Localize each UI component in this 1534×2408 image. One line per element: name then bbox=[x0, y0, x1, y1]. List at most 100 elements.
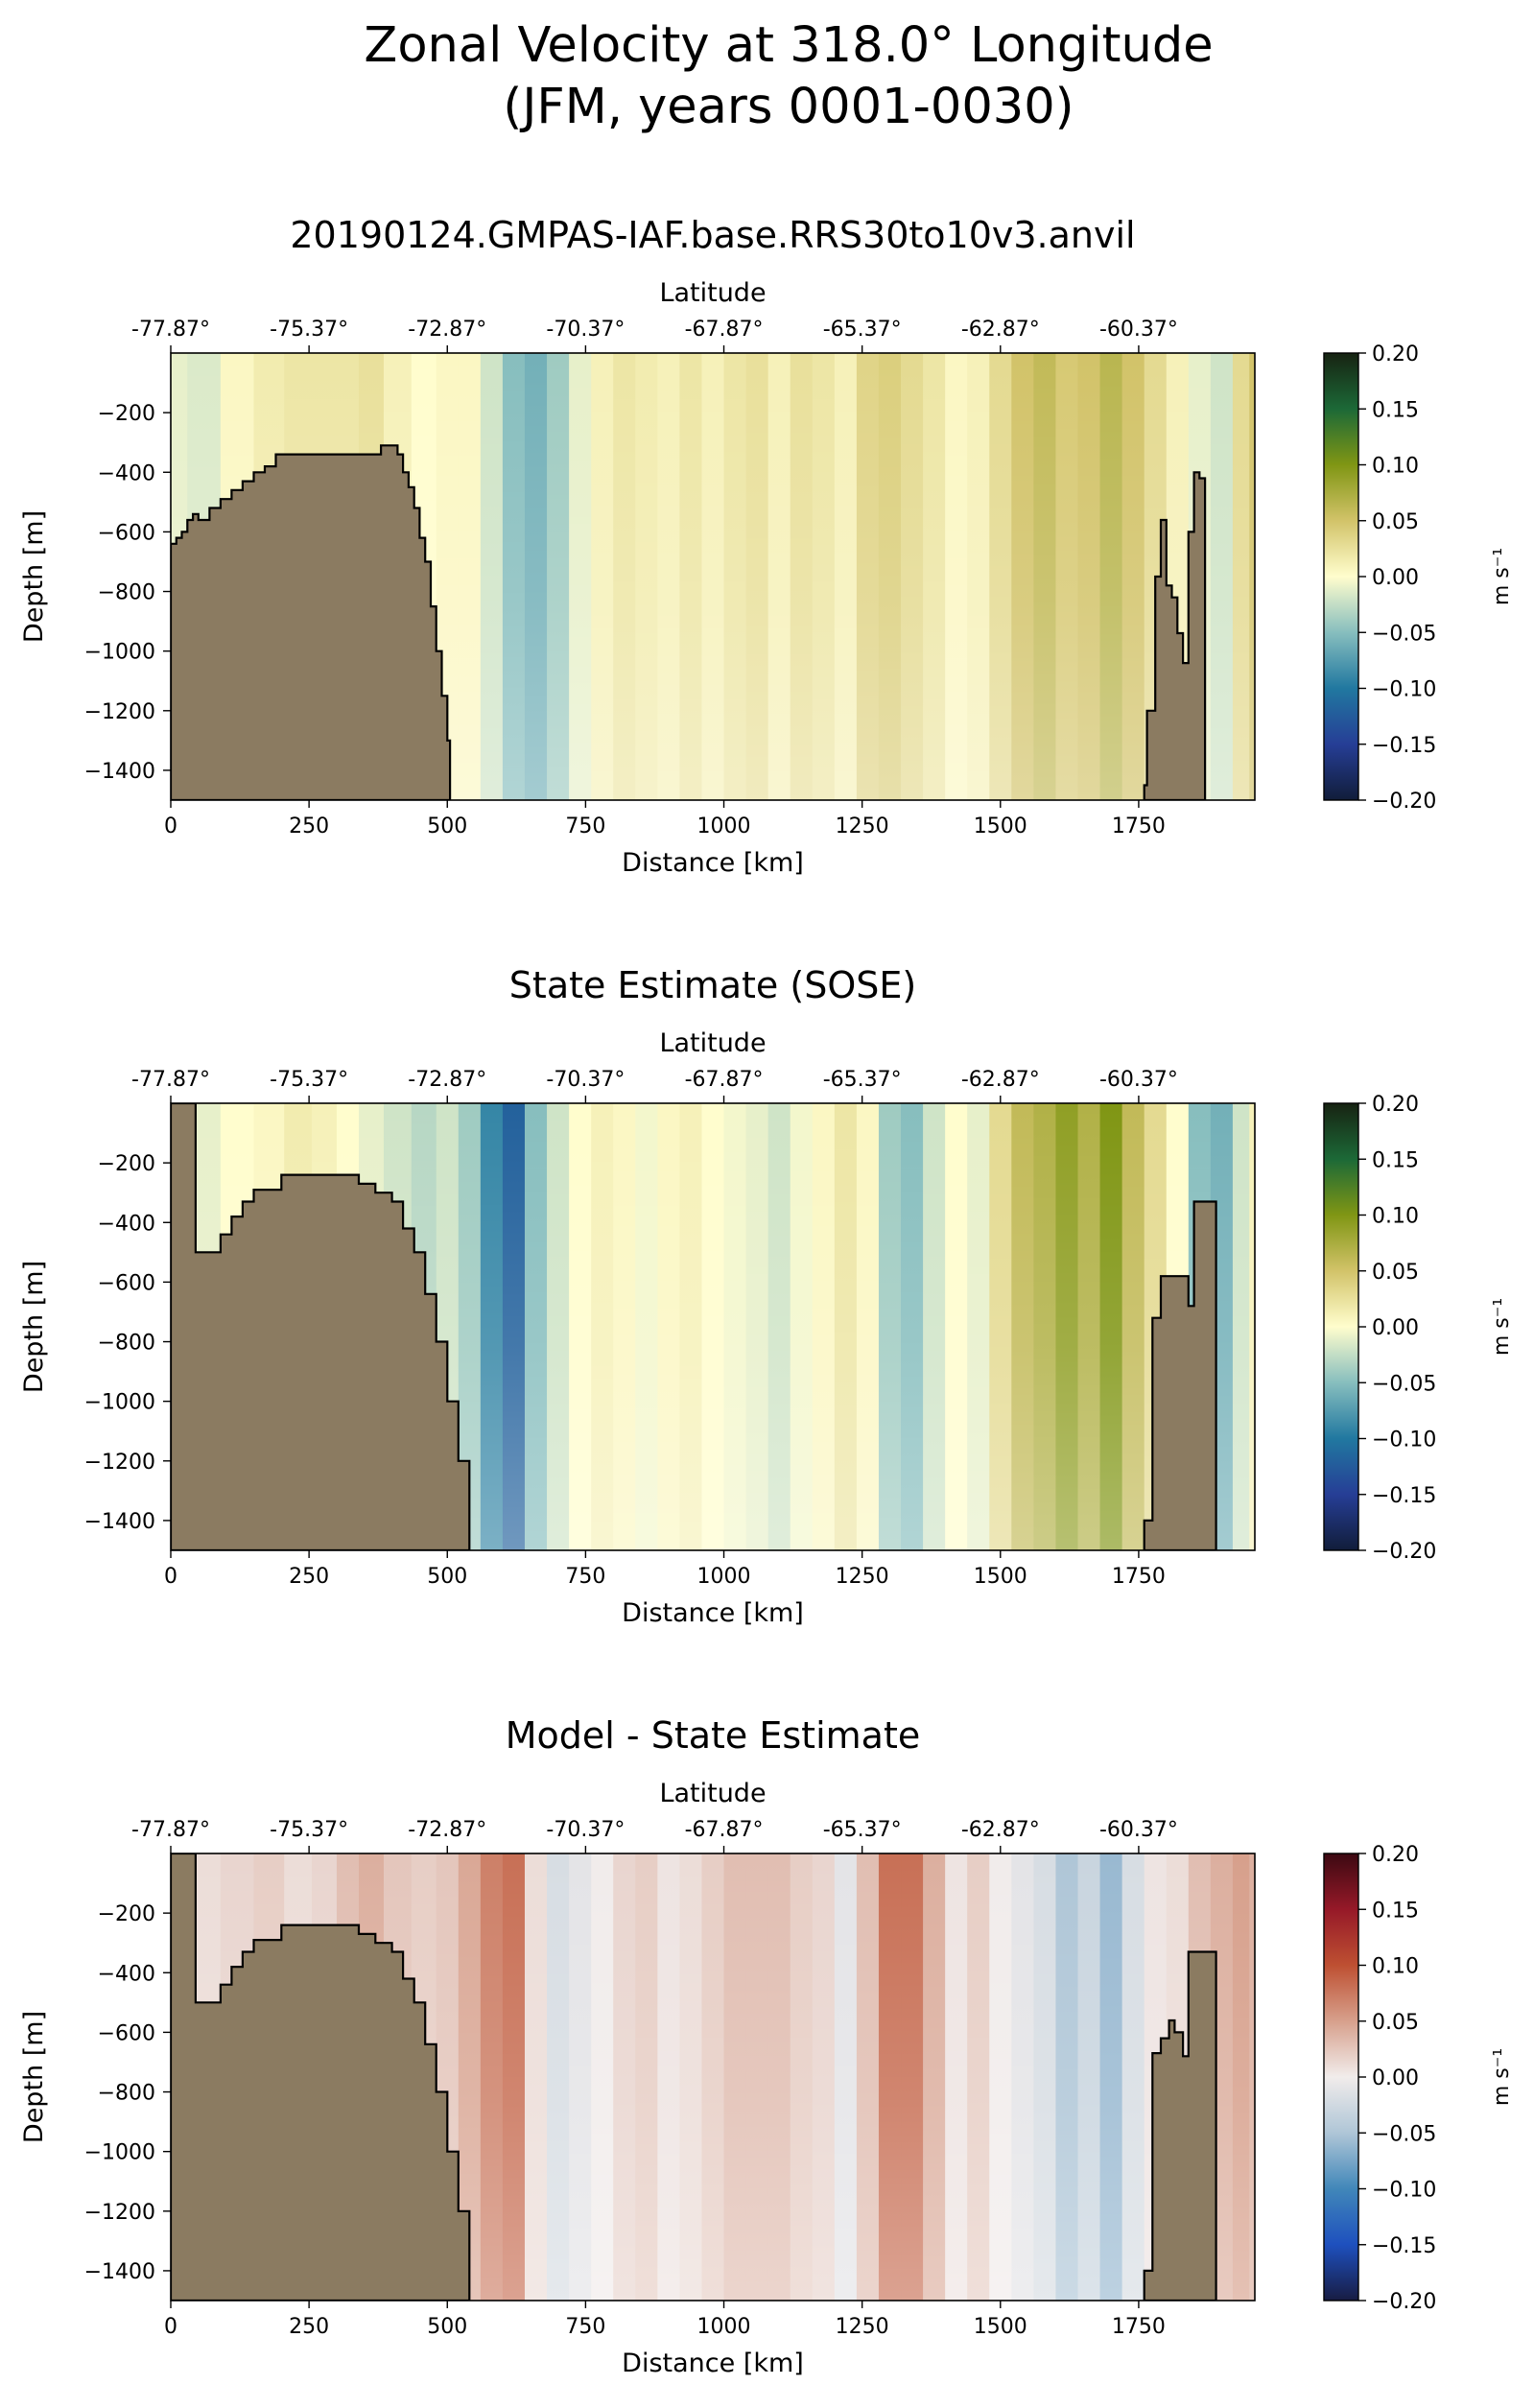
y-tick-label: −800 bbox=[98, 581, 155, 605]
y-tick-label: −1000 bbox=[84, 1391, 155, 1415]
panel-title: Model - State Estimate bbox=[506, 1714, 920, 1757]
x-tick-label: 500 bbox=[427, 1565, 467, 1589]
top-tick-label: -70.37° bbox=[546, 318, 625, 342]
top-tick-label: -77.87° bbox=[131, 1818, 210, 1842]
y-tick-label: −1400 bbox=[84, 1510, 155, 1534]
x-tick-label: 1250 bbox=[836, 814, 889, 838]
colorbar-tick-label: 0.00 bbox=[1372, 1316, 1419, 1340]
y-tick-label: −1400 bbox=[84, 2260, 155, 2284]
x-tick-label: 1250 bbox=[836, 1565, 889, 1589]
axes-frame bbox=[170, 1853, 1256, 2302]
colorbar-tick-label: −0.05 bbox=[1372, 622, 1436, 646]
colorbar-tick-label: 0.20 bbox=[1372, 1093, 1419, 1117]
colorbar-label: m s⁻¹ bbox=[1490, 2048, 1514, 2106]
x-tick-label: 1500 bbox=[974, 1565, 1027, 1589]
x-tick-label: 1250 bbox=[836, 2315, 889, 2339]
colorbar-tick-label: −0.05 bbox=[1372, 1372, 1436, 1396]
top-tick-label: -75.37° bbox=[270, 318, 348, 342]
top-tick-label: -72.87° bbox=[408, 1068, 486, 1092]
colorbar-tick-label: 0.00 bbox=[1372, 2066, 1419, 2090]
panel-1: 20190124.GMPAS-IAF.base.RRS30to10v3.anvi… bbox=[19, 214, 1514, 878]
colorbar-tick-label: 0.10 bbox=[1372, 1955, 1419, 1979]
top-tick-label: -65.37° bbox=[823, 1818, 902, 1842]
x-axis-label: Distance [km] bbox=[622, 1598, 804, 1628]
land-mass bbox=[171, 1103, 471, 1550]
top-tick-label: -67.87° bbox=[685, 1818, 764, 1842]
top-tick-label: -62.87° bbox=[961, 318, 1040, 342]
colorbar-tick-label: −0.15 bbox=[1372, 734, 1436, 758]
panel-title: State Estimate (SOSE) bbox=[509, 964, 916, 1006]
top-tick-label: -65.37° bbox=[823, 1068, 902, 1092]
y-tick-label: −400 bbox=[98, 1212, 155, 1236]
colorbar-tick-label: 0.10 bbox=[1372, 1205, 1419, 1229]
x-tick-label: 1500 bbox=[974, 814, 1027, 838]
colorbar-tick-label: −0.05 bbox=[1372, 2122, 1436, 2146]
colorbar-tick-label: 0.00 bbox=[1372, 566, 1419, 590]
panel-title: 20190124.GMPAS-IAF.base.RRS30to10v3.anvi… bbox=[290, 214, 1135, 256]
y-tick-label: −800 bbox=[98, 1332, 155, 1356]
figure-title-line1: Zonal Velocity at 318.0° Longitude bbox=[364, 17, 1213, 74]
y-tick-label: −800 bbox=[98, 2082, 155, 2106]
colorbar-tick-label: 0.15 bbox=[1372, 398, 1419, 422]
x-tick-label: 1750 bbox=[1112, 1565, 1166, 1589]
land-mass bbox=[1143, 471, 1207, 800]
x-tick-label: 500 bbox=[427, 2315, 467, 2339]
colorbar-tick-label: −0.20 bbox=[1372, 1540, 1436, 1564]
y-tick-label: −1400 bbox=[84, 760, 155, 784]
top-axis-label: Latitude bbox=[659, 1779, 766, 1808]
x-axis-label: Distance [km] bbox=[622, 848, 804, 878]
colorbar-bar bbox=[1323, 1853, 1359, 2302]
colorbar-tick-label: 0.05 bbox=[1372, 2011, 1419, 2035]
top-axis-label: Latitude bbox=[659, 278, 766, 308]
top-tick-label: -72.87° bbox=[408, 1818, 486, 1842]
colorbar-tick-label: 0.05 bbox=[1372, 1261, 1419, 1285]
x-tick-label: 1000 bbox=[697, 814, 751, 838]
y-tick-label: −1200 bbox=[84, 2201, 155, 2225]
panel-2: State Estimate (SOSE) 0 250 500 750 1000 1250 1… bbox=[19, 964, 1514, 1628]
y-axis-label: Depth [m] bbox=[19, 510, 49, 643]
top-tick-label: -77.87° bbox=[131, 318, 210, 342]
x-tick-label: 1500 bbox=[974, 2315, 1027, 2339]
colorbar: 0.20 0.15 0.10 0.05 0.00 −0.05 −0.10 −0.15 −0.20… bbox=[1323, 342, 1514, 814]
colorbar: 0.20 0.15 0.10 0.05 0.00 −0.05 −0.10 −0.15 −0.20… bbox=[1323, 1843, 1514, 2314]
x-tick-label: 0 bbox=[164, 1565, 177, 1589]
y-axis-label: Depth [m] bbox=[19, 2011, 49, 2143]
colorbar-bar bbox=[1323, 1102, 1359, 1551]
y-tick-label: −200 bbox=[98, 1152, 155, 1176]
x-tick-label: 500 bbox=[427, 814, 467, 838]
colorbar-label: m s⁻¹ bbox=[1490, 1298, 1514, 1356]
colorbar-tick-label: 0.05 bbox=[1372, 510, 1419, 534]
axes-frame bbox=[170, 1102, 1256, 1551]
top-tick-label: -77.87° bbox=[131, 1068, 210, 1092]
bathymetry bbox=[171, 444, 1207, 800]
y-tick-label: −600 bbox=[98, 521, 155, 545]
x-tick-label: 250 bbox=[289, 814, 329, 838]
top-tick-label: -60.37° bbox=[1099, 318, 1178, 342]
y-tick-label: −1200 bbox=[84, 1451, 155, 1475]
colorbar-tick-label: −0.15 bbox=[1372, 1484, 1436, 1508]
x-tick-label: 250 bbox=[289, 1565, 329, 1589]
top-tick-label: -70.37° bbox=[546, 1818, 625, 1842]
x-tick-label: 1000 bbox=[697, 2315, 751, 2339]
x-tick-label: 750 bbox=[565, 814, 605, 838]
bathymetry bbox=[171, 1853, 1217, 2301]
top-axis-label: Latitude bbox=[659, 1028, 766, 1058]
colorbar: 0.20 0.15 0.10 0.05 0.00 −0.05 −0.10 −0.15 −0.20… bbox=[1323, 1093, 1514, 1564]
axes-frame bbox=[170, 352, 1256, 801]
x-tick-label: 750 bbox=[565, 2315, 605, 2339]
colorbar-tick-label: −0.10 bbox=[1372, 2179, 1436, 2203]
top-tick-label: -60.37° bbox=[1099, 1818, 1178, 1842]
panel-3: Model - State Estimate 0 250 500 750 1000 1250… bbox=[19, 1714, 1514, 2378]
y-tick-label: −400 bbox=[98, 1962, 155, 1986]
x-tick-label: 0 bbox=[164, 814, 177, 838]
y-tick-label: −1200 bbox=[84, 700, 155, 724]
colorbar-tick-label: −0.10 bbox=[1372, 1428, 1436, 1452]
colorbar-label: m s⁻¹ bbox=[1490, 548, 1514, 605]
top-tick-label: -72.87° bbox=[408, 318, 486, 342]
top-tick-label: -75.37° bbox=[270, 1068, 348, 1092]
x-tick-label: 1000 bbox=[697, 1565, 751, 1589]
colorbar-tick-label: 0.10 bbox=[1372, 455, 1419, 479]
y-tick-label: −200 bbox=[98, 402, 155, 426]
x-axis-label: Distance [km] bbox=[622, 2349, 804, 2378]
